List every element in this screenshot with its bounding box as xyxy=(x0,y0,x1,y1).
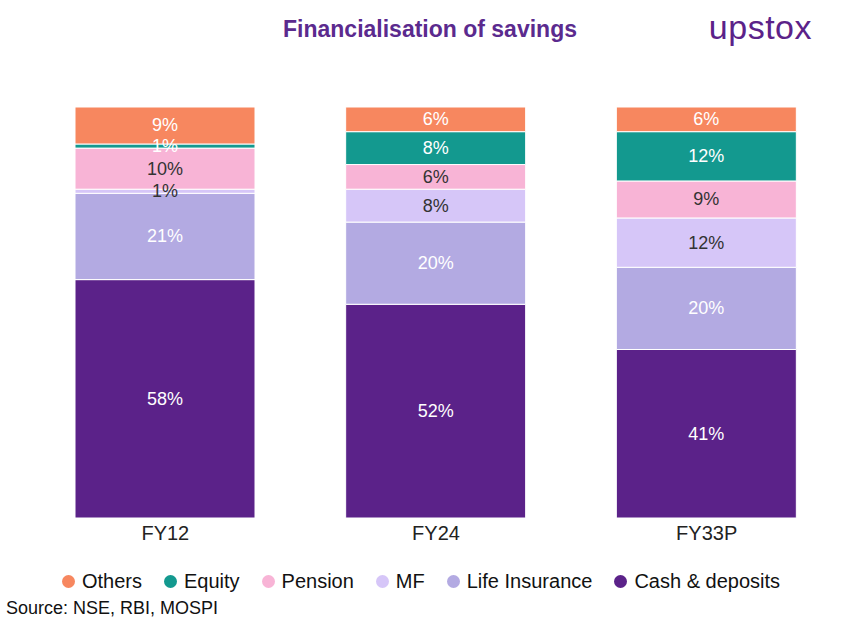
html-text:Life Insurance: Life Insurance xyxy=(466,570,593,592)
svg-text:10%: 10% xyxy=(147,159,183,179)
svg-text:20%: 20% xyxy=(688,298,724,318)
html-text:Cash & deposits: Cash & deposits xyxy=(634,570,780,592)
svg-text:1%: 1% xyxy=(152,181,178,201)
svg-text:12%: 12% xyxy=(688,233,724,253)
html-text:Equity: Equity xyxy=(184,570,240,592)
svg-text:FY24: FY24 xyxy=(412,522,460,544)
html-text:MF: MF xyxy=(395,570,425,592)
svg-text:9%: 9% xyxy=(693,189,719,209)
svg-text:41%: 41% xyxy=(688,424,724,444)
svg-text:21%: 21% xyxy=(147,226,183,246)
svg-text:6%: 6% xyxy=(693,109,719,129)
html-text:upstox: upstox xyxy=(708,8,812,46)
html-text:Financialisation of savings: Financialisation of savings xyxy=(283,16,577,42)
svg-text:6%: 6% xyxy=(423,167,449,187)
svg-text:6%: 6% xyxy=(423,109,449,129)
svg-text:12%: 12% xyxy=(688,146,724,166)
svg-text:FY33P: FY33P xyxy=(676,522,737,544)
html-text:Source: NSE, RBI, MOSPI: Source: NSE, RBI, MOSPI xyxy=(6,598,219,618)
html-text:Others: Others xyxy=(82,570,142,592)
svg-text:8%: 8% xyxy=(423,196,449,216)
svg-text:58%: 58% xyxy=(147,389,183,409)
svg-text:52%: 52% xyxy=(418,401,454,421)
svg-text:1%: 1% xyxy=(152,136,178,156)
svg-text:9%: 9% xyxy=(152,115,178,135)
html-text:Pension: Pension xyxy=(281,570,354,592)
svg-text:8%: 8% xyxy=(423,138,449,158)
svg-text:FY12: FY12 xyxy=(141,522,189,544)
svg-text:20%: 20% xyxy=(418,253,454,273)
